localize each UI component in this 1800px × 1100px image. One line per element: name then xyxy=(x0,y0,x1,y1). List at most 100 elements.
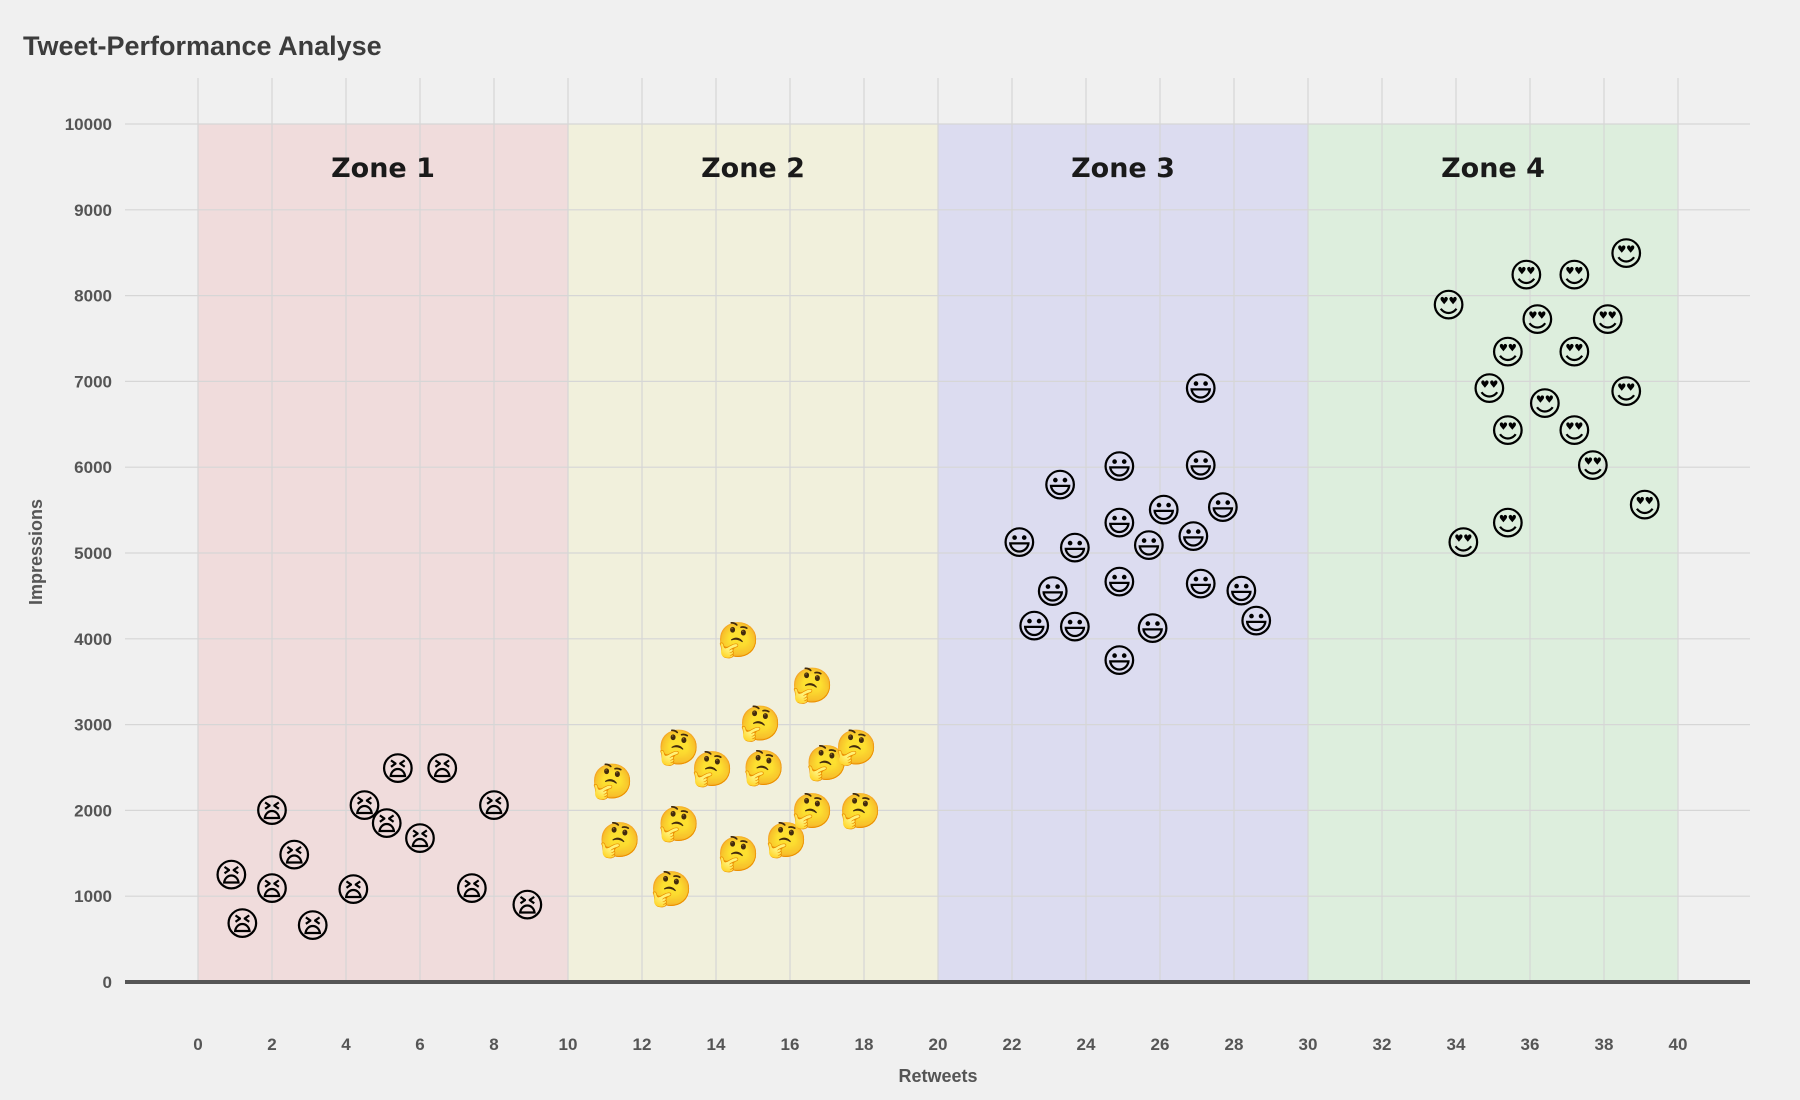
y-tick-labels: 0 1000 2000 3000 4000 5000 6000 7000 8000 9000 100… xyxy=(65,115,112,992)
x-tick-label: 34 xyxy=(1447,1035,1466,1054)
x-tick-label: 14 xyxy=(707,1035,726,1054)
x-tick-label: 22 xyxy=(1003,1035,1022,1054)
heart-eyes-emoji: 😍 xyxy=(1608,235,1643,275)
tired-face-emoji: 😫 xyxy=(276,836,311,876)
heart-eyes-emoji: 😍 xyxy=(1520,301,1555,341)
tired-face-emoji: 😫 xyxy=(214,856,249,896)
tired-face-emoji: 😫 xyxy=(402,820,437,860)
grinning-face-emoji: 😃 xyxy=(1002,524,1037,564)
thinking-face-emoji: 🤔 xyxy=(743,749,785,789)
x-tick-label: 40 xyxy=(1669,1035,1688,1054)
tired-face-emoji: 😫 xyxy=(254,869,289,909)
x-tick-label: 36 xyxy=(1521,1035,1540,1054)
x-tick-label: 2 xyxy=(267,1035,276,1054)
tired-face-emoji: 😫 xyxy=(225,905,260,945)
y-tick-label: 9000 xyxy=(74,201,112,220)
x-tick-label: 26 xyxy=(1151,1035,1170,1054)
x-axis-label: Retweets xyxy=(898,1066,977,1086)
thinking-face-emoji: 🤔 xyxy=(658,804,700,844)
grinning-face-emoji: 😃 xyxy=(1224,572,1259,612)
x-tick-label: 20 xyxy=(929,1035,948,1054)
grinning-face-emoji: 😃 xyxy=(1135,610,1170,650)
x-tick-labels: 0 2 4 6 8 10 12 14 16 18 20 22 24 26 28 30 32 34 36 38 40 xyxy=(193,1035,1687,1054)
grinning-face-emoji: 😃 xyxy=(1238,602,1273,642)
thinking-face-emoji: 🤔 xyxy=(658,728,700,768)
tired-face-emoji: 😫 xyxy=(254,791,289,831)
thinking-face-emoji: 🤔 xyxy=(717,834,759,874)
y-tick-label: 8000 xyxy=(74,287,112,306)
heart-eyes-emoji: 😍 xyxy=(1627,486,1662,526)
x-tick-label: 32 xyxy=(1373,1035,1392,1054)
x-tick-label: 24 xyxy=(1077,1035,1096,1054)
heart-eyes-emoji: 😍 xyxy=(1472,369,1507,409)
grinning-face-emoji: 😃 xyxy=(1102,504,1137,544)
grinning-face-emoji: 😃 xyxy=(1102,641,1137,681)
tired-face-emoji: 😫 xyxy=(295,906,330,946)
heart-eyes-emoji: 😍 xyxy=(1431,286,1466,326)
heart-eyes-emoji: 😍 xyxy=(1509,256,1544,296)
x-tick-label: 28 xyxy=(1225,1035,1244,1054)
tired-face-emoji: 😫 xyxy=(510,886,545,926)
zone-label-4: Zone 4 xyxy=(1441,153,1545,184)
y-tick-label: 3000 xyxy=(74,716,112,735)
y-axis-label: Impressions xyxy=(26,499,46,605)
y-tick-label: 5000 xyxy=(74,544,112,563)
thinking-face-emoji: 🤔 xyxy=(650,869,692,909)
x-tick-label: 0 xyxy=(193,1035,202,1054)
thinking-face-emoji: 🤔 xyxy=(599,821,641,861)
y-tick-label: 4000 xyxy=(74,630,112,649)
x-tick-label: 18 xyxy=(855,1035,874,1054)
heart-eyes-emoji: 😍 xyxy=(1527,385,1562,425)
thinking-face-emoji: 🤔 xyxy=(717,621,759,661)
zone-label-1: Zone 1 xyxy=(331,153,435,184)
grinning-face-emoji: 😃 xyxy=(1102,447,1137,487)
thinking-face-emoji: 🤔 xyxy=(791,791,833,831)
y-tick-label: 7000 xyxy=(74,372,112,391)
tired-face-emoji: 😫 xyxy=(476,786,511,826)
heart-eyes-emoji: 😍 xyxy=(1490,333,1525,373)
thinking-face-emoji: 🤔 xyxy=(591,762,633,802)
thinking-face-emoji: 🤔 xyxy=(765,821,807,861)
grinning-face-emoji: 😃 xyxy=(1176,518,1211,558)
tired-face-emoji: 😫 xyxy=(380,749,415,789)
grinning-face-emoji: 😃 xyxy=(1057,529,1092,569)
zone-label-2: Zone 2 xyxy=(701,153,805,184)
tired-face-emoji: 😫 xyxy=(369,804,404,844)
grinning-face-emoji: 😃 xyxy=(1042,466,1077,506)
heart-eyes-emoji: 😍 xyxy=(1557,256,1592,296)
x-tick-label: 10 xyxy=(559,1035,578,1054)
heart-eyes-emoji: 😍 xyxy=(1590,301,1625,341)
tired-face-emoji: 😫 xyxy=(424,749,459,789)
heart-eyes-emoji: 😍 xyxy=(1557,333,1592,373)
grinning-face-emoji: 😃 xyxy=(1183,369,1218,409)
x-tick-label: 16 xyxy=(781,1035,800,1054)
tired-face-emoji: 😫 xyxy=(336,870,371,910)
thinking-face-emoji: 🤔 xyxy=(691,749,733,789)
y-tick-label: 10000 xyxy=(65,115,112,134)
chart-title: Tweet-Performance Analyse xyxy=(23,31,382,61)
x-tick-label: 38 xyxy=(1595,1035,1614,1054)
x-tick-label: 30 xyxy=(1299,1035,1318,1054)
y-tick-label: 0 xyxy=(103,973,112,992)
grinning-face-emoji: 😃 xyxy=(1131,526,1166,566)
heart-eyes-emoji: 😍 xyxy=(1575,446,1610,486)
thinking-face-emoji: 🤔 xyxy=(791,666,833,706)
data-points: 😫😫😫😫😫😫😫😫😫😫😫😫😫😫😫🤔🤔🤔🤔🤔🤔🤔🤔🤔🤔🤔🤔🤔🤔🤔🤔😃😃😃😃😃😃😃😃😃… xyxy=(214,235,1663,947)
grinning-face-emoji: 😃 xyxy=(1057,608,1092,648)
x-tick-label: 4 xyxy=(341,1035,351,1054)
heart-eyes-emoji: 😍 xyxy=(1446,524,1481,564)
thinking-face-emoji: 🤔 xyxy=(835,728,877,768)
y-tick-label: 1000 xyxy=(74,887,112,906)
heart-eyes-emoji: 😍 xyxy=(1490,411,1525,451)
x-tick-label: 6 xyxy=(415,1035,424,1054)
thinking-face-emoji: 🤔 xyxy=(839,791,881,831)
grinning-face-emoji: 😃 xyxy=(1035,573,1070,613)
heart-eyes-emoji: 😍 xyxy=(1557,411,1592,451)
grinning-face-emoji: 😃 xyxy=(1146,491,1181,531)
grinning-face-emoji: 😃 xyxy=(1183,565,1218,605)
x-tick-label: 12 xyxy=(633,1035,652,1054)
y-tick-label: 2000 xyxy=(74,801,112,820)
thinking-face-emoji: 🤔 xyxy=(739,704,781,744)
heart-eyes-emoji: 😍 xyxy=(1490,504,1525,544)
